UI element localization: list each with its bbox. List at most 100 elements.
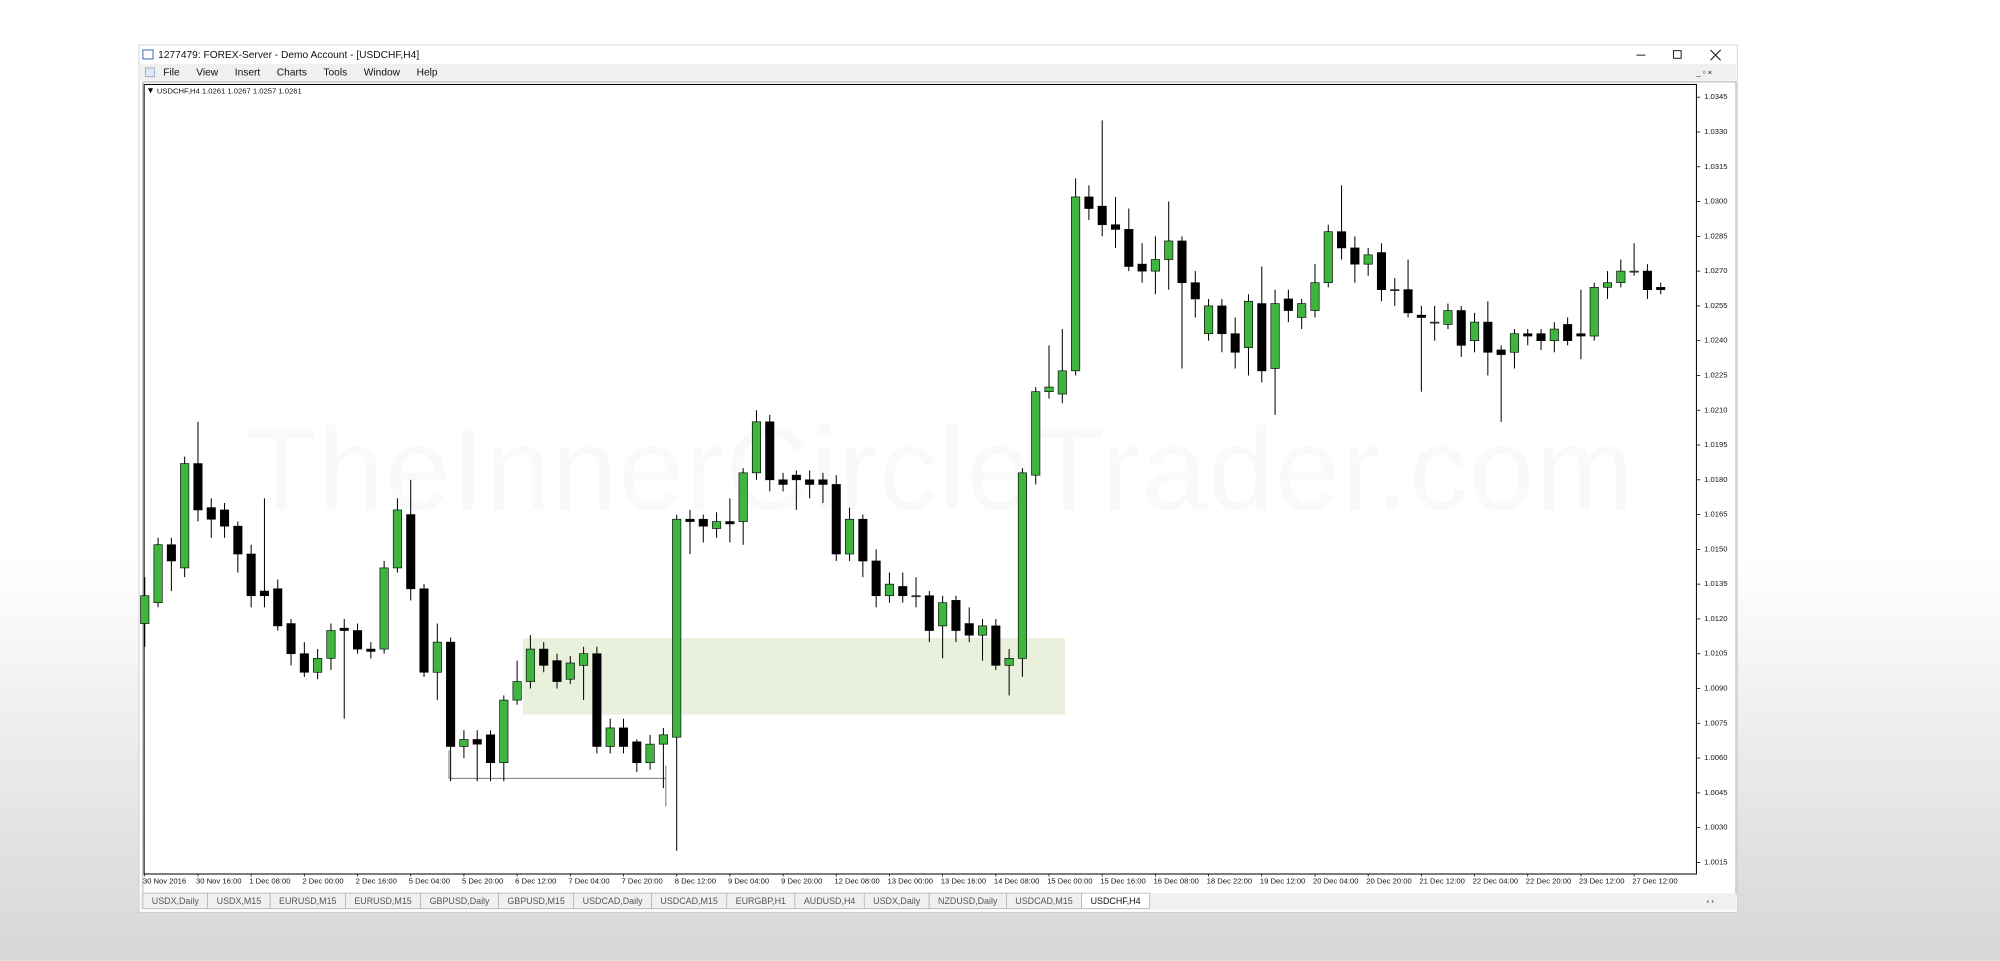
candle-body (233, 525, 243, 555)
tab-label[interactable]: EURUSD,M15 (354, 896, 411, 906)
candle-body (1044, 386, 1054, 393)
tab-label[interactable]: USDX,M15 (217, 896, 262, 906)
candle-body (1004, 658, 1014, 666)
tab-label[interactable]: USDCAD,M15 (660, 896, 717, 906)
candle-body (1164, 240, 1174, 260)
x-tick-label: 30 Nov 16:00 (196, 877, 241, 886)
tabs: USDX,Daily USDX,M15 EURUSD,M15 EURUSD,M15 GB… (142, 892, 1150, 909)
candle-body (406, 514, 416, 590)
candle-body (964, 623, 974, 636)
candle-body (1097, 205, 1107, 226)
header-arrow (147, 88, 154, 94)
candle-body (206, 507, 216, 520)
x-tick-label: 22 Dec 04:00 (1473, 877, 1518, 886)
y-tick-label: 1.0300 (1704, 197, 1727, 206)
menu-item[interactable]: File (163, 68, 180, 79)
candle-body (658, 734, 668, 745)
candle-body (845, 518, 855, 555)
y-tick-label: 1.0285 (1704, 231, 1727, 240)
candle-body (1230, 333, 1240, 353)
candle-body (1616, 270, 1626, 284)
x-tick-label: 9 Dec 20:00 (781, 877, 822, 886)
candle-body (1084, 196, 1094, 209)
app-icon (142, 49, 154, 60)
tab-label[interactable]: USDX,Daily (873, 896, 921, 906)
x-tick-label: 19 Dec 12:00 (1260, 877, 1305, 886)
candle-body (592, 653, 602, 747)
candle-body (1017, 472, 1027, 659)
candle-body (1150, 259, 1160, 272)
candle-body (1390, 289, 1400, 292)
tab-label[interactable]: USDCHF,H4 (1091, 896, 1141, 906)
watermark: TheInnerCircleTrader.com (246, 404, 1635, 535)
y-tick-label: 1.0105 (1704, 649, 1727, 658)
x-tick-label: 13 Dec 16:00 (941, 877, 986, 886)
x-tick-label: 7 Dec 04:00 (568, 877, 609, 886)
menu-item[interactable]: Window (364, 68, 401, 79)
candle-body (193, 463, 203, 511)
tab-label[interactable]: GBPUSD,Daily (430, 896, 490, 906)
tab-label[interactable]: NZDUSD,Daily (938, 896, 998, 906)
mdi-controls[interactable]: _ ▫ × (1695, 68, 1712, 77)
plot-area (143, 83, 1697, 875)
x-tick-label: 7 Dec 20:00 (622, 877, 663, 886)
tab-label[interactable]: GBPUSD,M15 (507, 896, 564, 906)
y-tick-label: 1.0165 (1704, 510, 1727, 519)
y-tick-label: 1.0090 (1704, 684, 1727, 693)
candle-body (1629, 270, 1639, 273)
menu-item[interactable]: View (196, 68, 219, 79)
candle-body (1523, 333, 1533, 337)
candle-body (898, 586, 908, 597)
drawn-zone (522, 638, 1066, 715)
candle-body (1470, 321, 1480, 341)
candle-body (419, 588, 429, 673)
candle-body (645, 743, 655, 764)
x-tick-label: 5 Dec 20:00 (462, 877, 503, 886)
tab-label[interactable]: AUDUSD,H4 (804, 896, 856, 906)
x-tick-label: 20 Dec 20:00 (1366, 877, 1411, 886)
candle-body (725, 521, 735, 525)
tab-label[interactable]: USDCAD,Daily (583, 896, 643, 906)
candle-body (1283, 298, 1293, 311)
y-tick-label: 1.0315 (1704, 162, 1727, 171)
close-button[interactable] (1710, 49, 1722, 61)
candle-body (313, 658, 323, 673)
candle-body (712, 521, 722, 529)
tab-label[interactable]: USDX,Daily (152, 896, 200, 906)
y-tick-label: 1.0045 (1704, 788, 1727, 797)
x-tick-label: 6 Dec 12:00 (515, 877, 556, 886)
y-tick-label: 1.0120 (1704, 614, 1727, 623)
y-tick-label: 1.0330 (1704, 127, 1727, 136)
menu-item[interactable]: Insert (235, 68, 261, 79)
candle-body (1376, 252, 1386, 290)
candle-body (632, 741, 642, 764)
candle-body (1337, 231, 1347, 249)
tab-label[interactable]: EURUSD,M15 (279, 896, 336, 906)
chart-window (142, 81, 1737, 895)
menu-item[interactable]: Tools (323, 68, 347, 79)
candle-body (153, 544, 163, 604)
candle-body (618, 727, 629, 747)
x-tick-label: 9 Dec 04:00 (728, 877, 769, 886)
candle-body (1071, 196, 1081, 372)
tab-label[interactable]: EURGBP,H1 (736, 896, 786, 906)
candle-body (924, 595, 934, 631)
candle-body (938, 602, 948, 627)
candle-body (1430, 321, 1440, 324)
x-tick-label: 16 Dec 08:00 (1153, 877, 1198, 886)
x-tick-label: 14 Dec 08:00 (994, 877, 1039, 886)
tab-label[interactable]: USDCAD,M15 (1015, 896, 1072, 906)
candle-body (1416, 314, 1426, 318)
candle-body (778, 479, 788, 485)
restore-button[interactable] (1672, 50, 1682, 59)
y-tick-label: 1.0150 (1704, 544, 1727, 553)
candle-body (1323, 231, 1333, 284)
tab[interactable] (1081, 892, 1150, 909)
menu-item[interactable]: Charts (277, 68, 307, 79)
tab-scroll[interactable]: ‹ › (1707, 896, 1715, 905)
menu-item[interactable]: Help (417, 68, 438, 79)
candle-body (818, 479, 828, 485)
candle-body (1642, 270, 1652, 290)
y-tick-label: 1.0180 (1704, 475, 1727, 484)
